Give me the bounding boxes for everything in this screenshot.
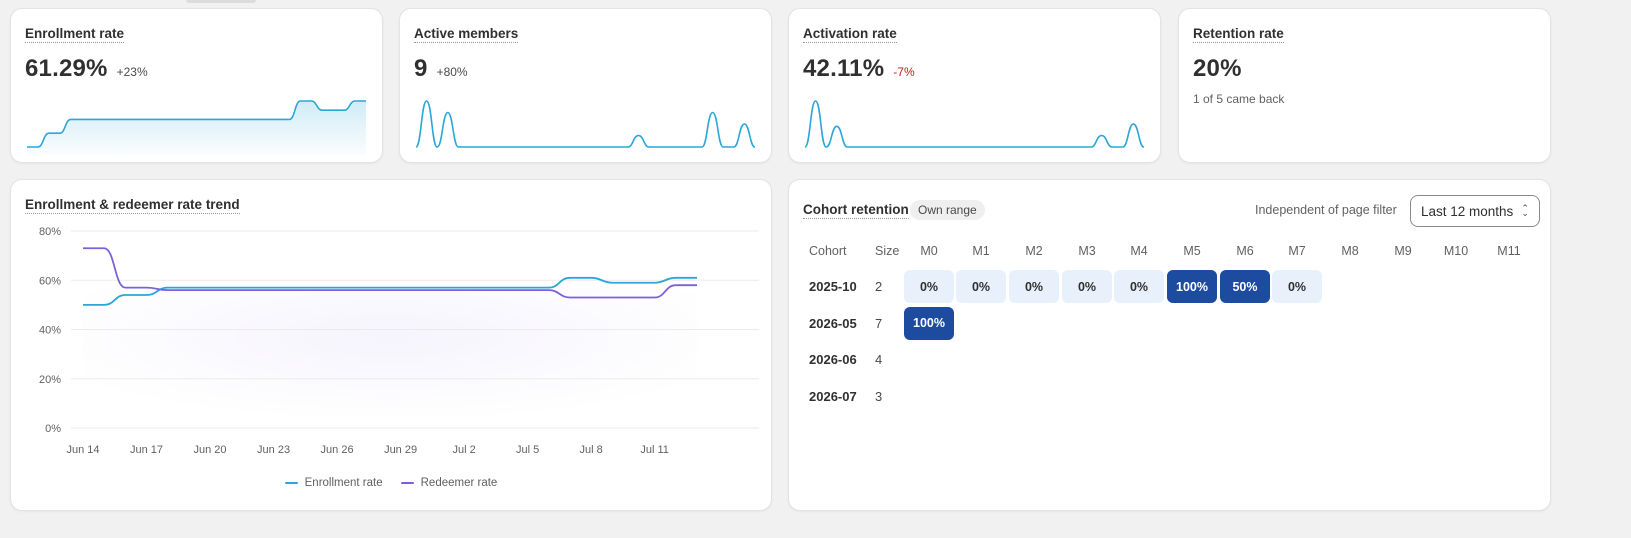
metric-subtitle: 1 of 5 came back xyxy=(1193,92,1285,106)
x-tick-label: Jun 26 xyxy=(321,444,354,456)
metric-card-retention: Retention rate 20% 1 of 5 came back xyxy=(1178,8,1551,163)
col-header: M2 xyxy=(1025,244,1043,258)
trend-chart: 80% 60% 40% 20% 0% Jun 14 Jun 17 Jun 20 Jun 23 Ju… xyxy=(39,226,759,456)
retention-cell[interactable]: 0% xyxy=(904,270,954,303)
y-tick-label: 40% xyxy=(39,325,61,337)
metric-title[interactable]: Retention rate xyxy=(1193,26,1284,43)
y-tick-label: 80% xyxy=(39,226,61,238)
own-range-badge: Own range xyxy=(910,200,985,220)
metric-value: 42.11% xyxy=(803,55,885,82)
col-header: M6 xyxy=(1236,244,1254,258)
x-tick-label: Jun 23 xyxy=(257,444,290,456)
x-tick-label: Jul 5 xyxy=(516,444,539,456)
metric-value: 20% xyxy=(1193,55,1242,82)
legend-label: Enrollment rate xyxy=(304,477,383,489)
metric-row: 42.11% -7% xyxy=(803,55,915,83)
col-header: Cohort xyxy=(809,244,847,258)
range-select[interactable]: Last 12 months ⌃ ⌄ xyxy=(1410,195,1540,227)
legend-swatch xyxy=(400,482,414,484)
metric-delta: +80% xyxy=(436,65,468,79)
x-tick-label: Jun 14 xyxy=(66,444,99,456)
col-header: M9 xyxy=(1394,244,1412,258)
retention-cell[interactable]: 100% xyxy=(1167,270,1217,303)
chart-legend: Enrollment rate Redeemer rate xyxy=(11,477,771,489)
cohort-size: 3 xyxy=(875,388,883,404)
sparkline-line xyxy=(27,100,366,148)
x-tick-label: Jun 17 xyxy=(130,444,163,456)
cohort-label: 2026-05 xyxy=(809,315,857,331)
metric-value: 61.29% xyxy=(25,55,108,82)
retention-cell[interactable]: 0% xyxy=(956,270,1006,303)
col-header: M10 xyxy=(1443,244,1469,258)
metric-delta: -7% xyxy=(893,65,915,79)
legend-item-enrollment[interactable]: Enrollment rate xyxy=(284,477,383,489)
col-header: M7 xyxy=(1288,244,1306,258)
chart-area-glow xyxy=(83,287,697,428)
retention-cell[interactable]: 100% xyxy=(904,306,954,340)
metric-row: 20% xyxy=(1193,55,1242,83)
legend-swatch xyxy=(284,482,298,484)
cohort-retention-card: Cohort retention Own range Independent o… xyxy=(788,179,1551,511)
chevron-up-down-icon: ⌃ ⌄ xyxy=(1521,203,1529,218)
sparkline-area xyxy=(27,101,366,155)
independent-note: Independent of page filter xyxy=(1255,203,1397,217)
series-line-redeemer xyxy=(83,247,697,299)
y-tick-label: 0% xyxy=(45,423,61,435)
trend-chart-card: Enrollment & redeemer rate trend 80% 60% 4… xyxy=(10,179,772,511)
range-select-value: Last 12 months xyxy=(1421,203,1514,219)
metric-card-enrollment: Enrollment rate 61.29% +23% xyxy=(10,8,383,163)
cohort-label: 2025-10 xyxy=(809,279,857,294)
col-header: M11 xyxy=(1497,244,1521,258)
cohort-size: 7 xyxy=(875,315,883,331)
cohort-label: 2026-07 xyxy=(809,388,857,404)
cohort-size: 2 xyxy=(875,279,883,294)
metric-row: 9 +80% xyxy=(414,55,468,83)
cohort-size: 4 xyxy=(875,352,883,367)
col-header: M4 xyxy=(1130,244,1148,258)
col-header: M8 xyxy=(1341,244,1359,258)
col-header: Size xyxy=(875,244,900,258)
sparkline-line xyxy=(804,100,1145,148)
metric-title[interactable]: Active members xyxy=(414,26,519,43)
x-tick-label: Jun 20 xyxy=(194,444,227,456)
metric-card-active-members: Active members 9 +80% xyxy=(399,8,772,163)
metric-delta: +23% xyxy=(116,65,148,79)
metric-value: 9 xyxy=(414,55,428,82)
sparkline xyxy=(803,97,1146,155)
x-tick-label: Jul 2 xyxy=(452,444,475,456)
legend-label: Redeemer rate xyxy=(420,477,498,489)
col-header: M0 xyxy=(920,244,938,258)
retention-cell[interactable]: 50% xyxy=(1220,270,1270,303)
chart-title[interactable]: Enrollment & redeemer rate trend xyxy=(25,197,240,214)
metric-card-activation: Activation rate 42.11% -7% xyxy=(788,8,1161,163)
col-header: M3 xyxy=(1078,244,1096,258)
top-tab-indicator xyxy=(186,0,256,3)
retention-cell[interactable]: 0% xyxy=(1062,270,1112,303)
metric-title[interactable]: Enrollment rate xyxy=(25,26,125,43)
sparkline-line xyxy=(415,100,756,148)
retention-cell[interactable]: 0% xyxy=(1009,270,1059,303)
series-line-enrollment xyxy=(83,276,697,306)
sparkline xyxy=(414,97,757,155)
metric-title[interactable]: Activation rate xyxy=(803,26,897,43)
retention-cell[interactable]: 0% xyxy=(1114,270,1164,303)
cohort-label: 2026-06 xyxy=(809,352,857,367)
x-tick-label: Jul 8 xyxy=(580,444,603,456)
col-header: M5 xyxy=(1183,244,1201,258)
y-tick-label: 60% xyxy=(39,275,61,287)
col-header: M1 xyxy=(972,244,990,258)
cohort-title[interactable]: Cohort retention xyxy=(803,202,909,219)
x-tick-label: Jul 11 xyxy=(640,444,669,456)
metric-row: 61.29% +23% xyxy=(25,55,148,83)
retention-cell[interactable]: 0% xyxy=(1272,270,1322,303)
legend-item-redeemer[interactable]: Redeemer rate xyxy=(400,477,498,489)
y-tick-label: 20% xyxy=(39,374,61,386)
x-tick-label: Jun 29 xyxy=(384,444,417,456)
sparkline xyxy=(25,97,368,155)
